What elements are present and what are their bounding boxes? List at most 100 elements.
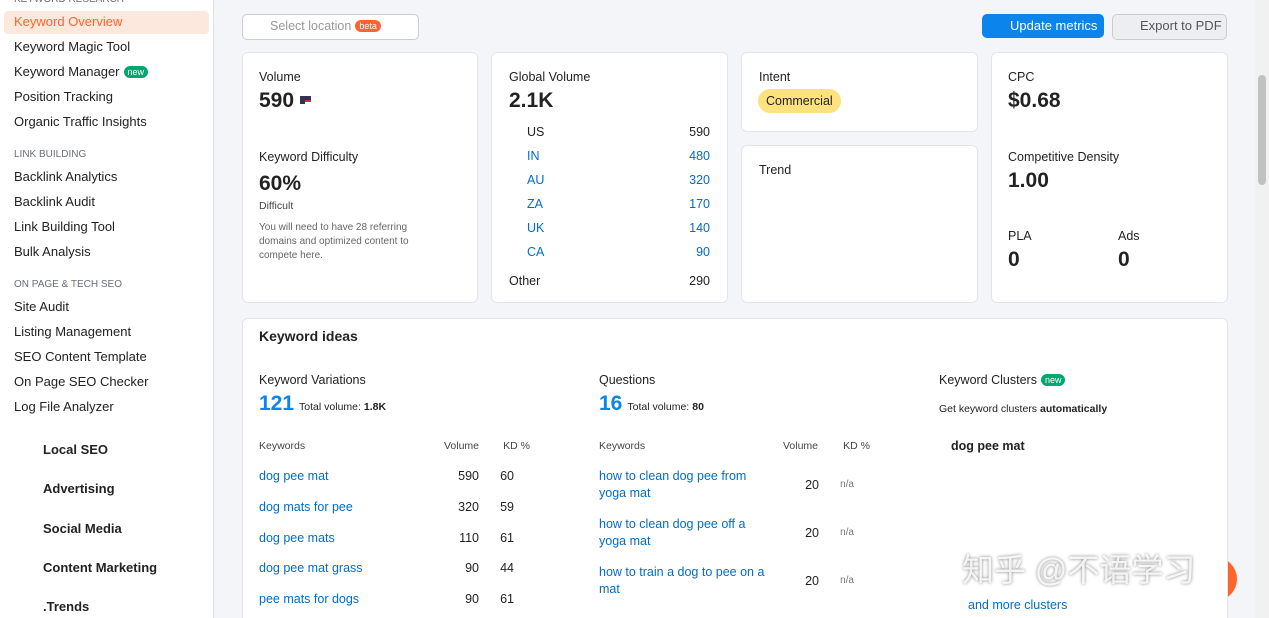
- kd-description: You will need to have 28 referring domai…: [259, 222, 409, 261]
- keyword-link[interactable]: dog mats for pee: [259, 499, 353, 514]
- keyword-link[interactable]: pee mats for dogs: [259, 592, 360, 607]
- keyword-link[interactable]: dog pee mats: [259, 530, 335, 545]
- nav-item[interactable]: Site Audit: [14, 299, 69, 315]
- watermark: 知乎 @不语学习: [962, 552, 1196, 588]
- placeholder: Select location: [270, 19, 352, 33]
- block-count: 16 Total volume: 80: [599, 392, 704, 419]
- question-link[interactable]: how to train a dog to pee on a mat: [599, 565, 765, 596]
- location-select[interactable]: Select location beta: [242, 14, 419, 40]
- update-label[interactable]: Update metrics: [1010, 18, 1098, 33]
- nav-item-label: Bulk Analysis: [14, 244, 91, 259]
- sidebar: [0, 0, 214, 618]
- country-code: AU: [527, 173, 545, 187]
- cpc-card: [991, 52, 1228, 303]
- update-button[interactable]: [982, 14, 1104, 38]
- row-kd: 61: [500, 530, 514, 545]
- section-heading: KEYWORD RESEARCH: [14, 0, 124, 8]
- cluster-root: dog pee mat: [951, 439, 1025, 453]
- row-volume: 90: [465, 561, 479, 576]
- cd-value: 1.00: [1008, 169, 1049, 192]
- nav-group[interactable]: Advertising: [43, 481, 115, 497]
- nav-item-label: Link Building Tool: [14, 219, 115, 234]
- volume-card: [242, 52, 478, 303]
- volume-number: 590: [259, 89, 295, 112]
- keyword-link[interactable]: dog pee mat: [259, 469, 329, 483]
- block-title: Questions: [599, 373, 656, 387]
- trend-card: [741, 145, 978, 303]
- nav-item-label: Keyword Magic Tool: [14, 39, 131, 54]
- cpc-value: $0.68: [1008, 89, 1061, 112]
- intent-label: Intent: [759, 70, 791, 84]
- nav-item[interactable]: Organic Traffic Insights: [14, 114, 147, 130]
- col-header: Keywords: [599, 440, 646, 452]
- nav-group[interactable]: .Trends: [43, 599, 90, 615]
- row-volume: 320: [458, 499, 479, 514]
- kd-label: Keyword Difficulty: [259, 150, 359, 164]
- global-volume-card: [491, 52, 728, 303]
- export-button[interactable]: [1112, 14, 1227, 40]
- volume-label: Volume: [259, 70, 301, 84]
- country-code: IN: [527, 149, 540, 163]
- new-badge: new: [123, 66, 149, 78]
- cd-label: Competitive Density: [1008, 150, 1120, 164]
- nav-item[interactable]: Keyword Manager new: [14, 64, 149, 80]
- title: Keyword Clusters: [939, 373, 1037, 387]
- row-kd: 60: [500, 469, 514, 483]
- nav-item[interactable]: Backlink Analytics: [14, 169, 117, 185]
- nav-item[interactable]: Listing Management: [14, 324, 131, 340]
- nav-group[interactable]: Content Marketing: [43, 559, 158, 575]
- nav-group[interactable]: Local SEO: [43, 442, 109, 457]
- nav-group[interactable]: Social Media: [43, 520, 122, 536]
- nav-item[interactable]: Keyword Overview: [14, 14, 122, 30]
- count: 16: [599, 392, 623, 415]
- nav-item[interactable]: Link Building Tool: [14, 219, 115, 235]
- export-label[interactable]: Export to PDF: [1140, 18, 1222, 33]
- question-link[interactable]: how to clean dog pee from yoga mat: [599, 469, 747, 500]
- new-badge: new: [1040, 374, 1066, 386]
- intent-pill: Commercial: [758, 89, 841, 113]
- nav-item[interactable]: Backlink Audit: [14, 194, 95, 210]
- nav-item-label: Organic Traffic Insights: [14, 114, 147, 129]
- nav-item[interactable]: On Page SEO Checker: [14, 374, 148, 390]
- block-title: Keyword Variations: [259, 373, 366, 387]
- col-header: KD %: [843, 440, 870, 452]
- gv-label: Global Volume: [509, 70, 591, 84]
- active-highlight: [4, 11, 209, 34]
- country-volume: 170: [689, 197, 710, 211]
- ads-label: Ads: [1118, 229, 1140, 243]
- hint: Get keyword clusters: [939, 403, 1038, 415]
- country-volume: 480: [689, 149, 710, 163]
- section-heading: LINK BUILDING: [14, 149, 87, 160]
- count: 121: [259, 392, 295, 415]
- more-clusters[interactable]: and more clusters: [968, 598, 1068, 612]
- nav-item-label: Backlink Analytics: [14, 169, 118, 184]
- nav-item[interactable]: Position Tracking: [14, 89, 113, 105]
- nav-item[interactable]: Bulk Analysis: [14, 244, 91, 260]
- nav-item[interactable]: Log File Analyzer: [14, 399, 114, 415]
- nav-item-label: SEO Content Template: [14, 349, 147, 364]
- question-link[interactable]: how to clean dog pee off a yoga mat: [599, 517, 746, 548]
- ideas-title: Keyword ideas: [259, 328, 358, 344]
- keyword-ideas-card: [242, 318, 1228, 618]
- volume-value: 590: [259, 89, 312, 113]
- nav-item-label: On Page SEO Checker: [14, 374, 149, 389]
- flag: [300, 96, 312, 104]
- row-kd: 44: [500, 561, 514, 576]
- country-code: US: [527, 125, 545, 139]
- nav-item-label: Site Audit: [14, 299, 69, 314]
- beta-badge: beta: [355, 20, 381, 32]
- row-volume: 110: [459, 530, 479, 545]
- nav-item-label: Listing Management: [14, 324, 132, 339]
- clusters-title: Keyword Clusters new: [939, 372, 1066, 388]
- nav-item[interactable]: SEO Content Template: [14, 349, 147, 365]
- country-volume: 90: [696, 245, 710, 259]
- nav-item-label: Position Tracking: [14, 89, 113, 104]
- country-code: CA: [527, 245, 545, 259]
- row-kd: 61: [500, 592, 514, 607]
- row-kd: n/a: [840, 527, 854, 538]
- keyword-link[interactable]: dog pee mat grass: [259, 561, 363, 576]
- nav-item[interactable]: Keyword Magic Tool: [14, 39, 130, 55]
- location-text: Select location beta: [270, 18, 381, 34]
- col-header: Keywords: [259, 440, 306, 452]
- country-code: ZA: [527, 197, 543, 211]
